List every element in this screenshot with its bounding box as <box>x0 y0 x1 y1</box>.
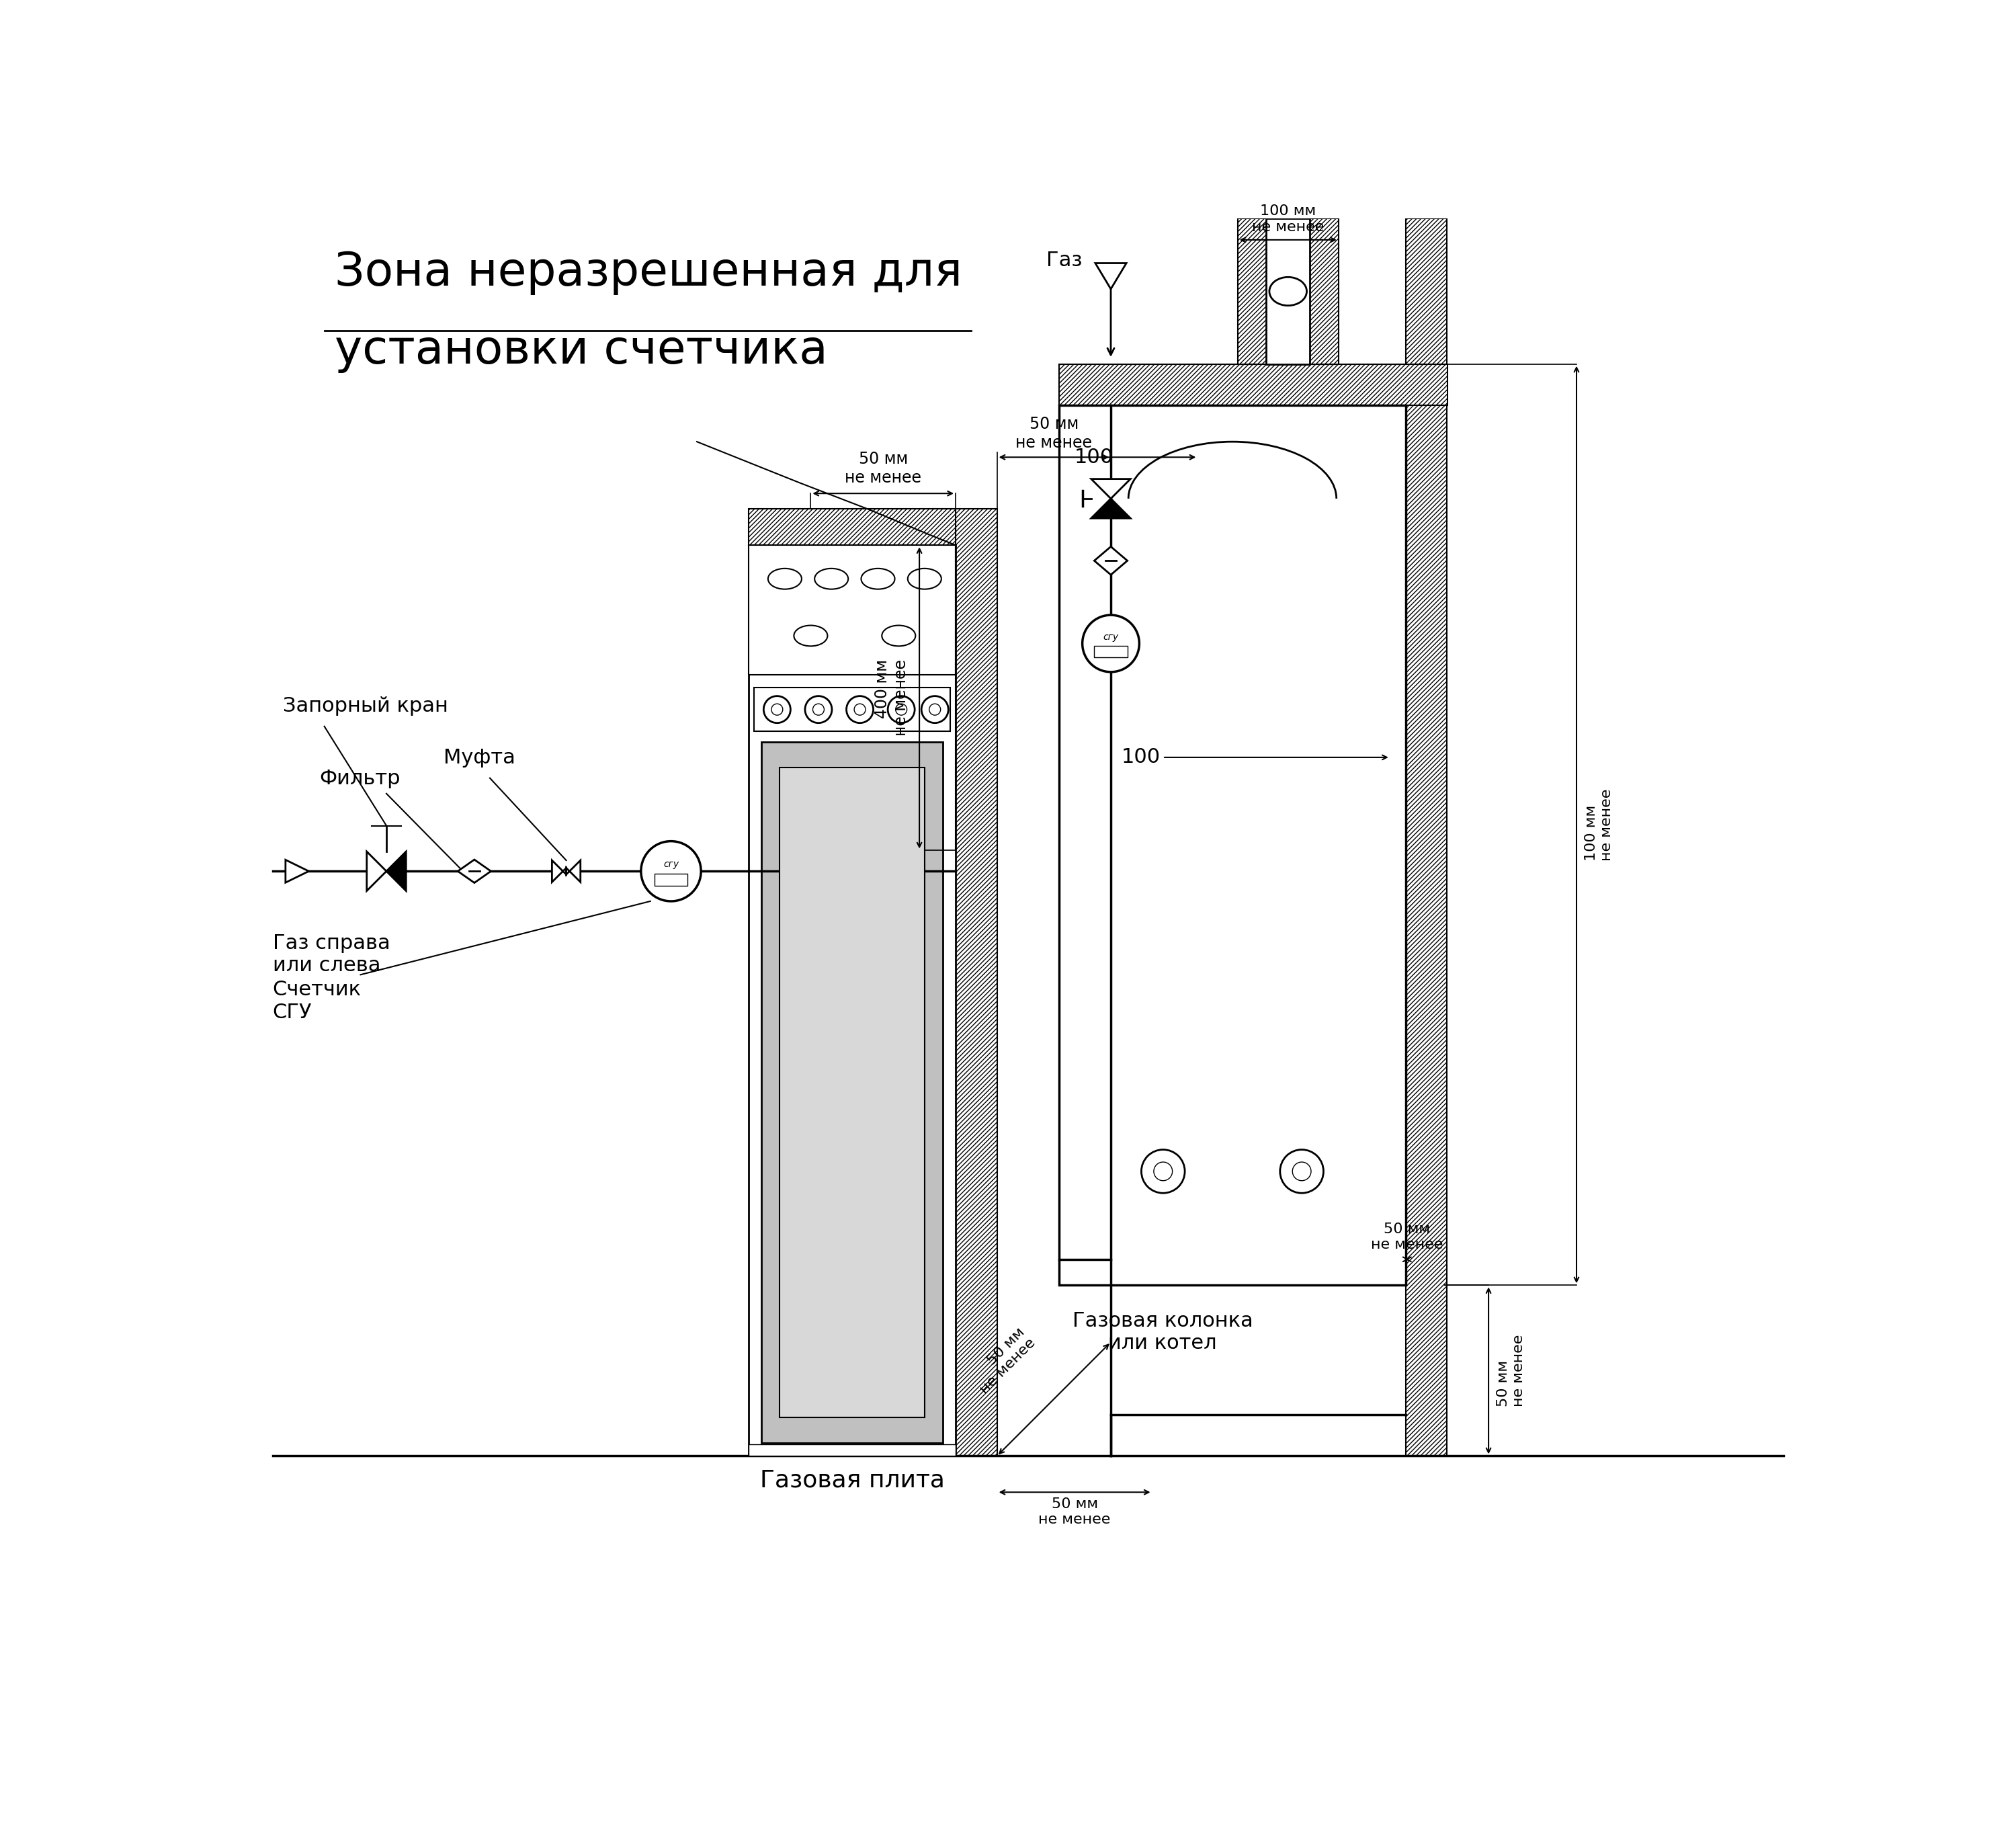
Polygon shape <box>552 860 566 882</box>
Bar <box>1095 647 1127 658</box>
Text: сгу: сгу <box>663 860 679 869</box>
Polygon shape <box>387 851 405 891</box>
Circle shape <box>1280 1150 1322 1193</box>
Bar <box>780 767 925 1418</box>
Bar <box>748 508 956 545</box>
Text: 50 мм
не менее: 50 мм не менее <box>1496 1334 1526 1407</box>
Text: 100: 100 <box>1075 448 1113 466</box>
Circle shape <box>812 703 825 716</box>
Circle shape <box>772 703 782 716</box>
Bar <box>1266 219 1310 364</box>
Ellipse shape <box>907 568 941 589</box>
Bar <box>1405 219 1447 1456</box>
Polygon shape <box>1095 547 1127 574</box>
Bar <box>748 508 956 545</box>
Bar <box>1238 219 1339 364</box>
Text: 50 мм
не менее: 50 мм не менее <box>1038 1498 1111 1527</box>
Polygon shape <box>458 860 492 884</box>
Text: Муфта: Муфта <box>444 749 516 767</box>
Circle shape <box>1083 616 1139 672</box>
Text: Фильтр: Фильтр <box>319 769 399 789</box>
Text: Газовая колонка
или котел: Газовая колонка или котел <box>1073 1312 1252 1354</box>
Circle shape <box>641 842 702 902</box>
Text: Счетчик
СГУ: Счетчик СГУ <box>272 980 361 1022</box>
Text: 400 мм
не менее: 400 мм не менее <box>875 660 909 736</box>
Bar <box>956 508 998 1456</box>
Ellipse shape <box>861 568 895 589</box>
Text: 50 мм
не менее: 50 мм не менее <box>845 450 921 486</box>
Circle shape <box>895 703 907 716</box>
Text: 50 мм
не менее: 50 мм не менее <box>1016 415 1093 452</box>
Circle shape <box>1141 1150 1185 1193</box>
Text: 50 мм
не менее: 50 мм не менее <box>1371 1223 1443 1252</box>
Circle shape <box>855 703 865 716</box>
Bar <box>1238 219 1339 364</box>
Text: сгу: сгу <box>1103 632 1119 641</box>
Bar <box>748 545 956 1456</box>
Circle shape <box>921 696 948 723</box>
Text: 100 мм
не менее: 100 мм не менее <box>1252 204 1325 233</box>
Ellipse shape <box>768 568 802 589</box>
Polygon shape <box>566 860 581 882</box>
Bar <box>1058 364 1447 406</box>
Polygon shape <box>286 860 308 882</box>
Text: Зона неразрешенная для: Зона неразрешенная для <box>335 250 962 295</box>
Ellipse shape <box>881 625 915 647</box>
Bar <box>1058 364 1447 406</box>
Circle shape <box>804 696 833 723</box>
Ellipse shape <box>794 625 827 647</box>
Bar <box>655 875 687 885</box>
Circle shape <box>1292 1162 1310 1181</box>
Circle shape <box>1153 1162 1173 1181</box>
Text: 100: 100 <box>1121 747 1161 767</box>
Ellipse shape <box>814 568 849 589</box>
Circle shape <box>764 696 790 723</box>
Circle shape <box>887 696 915 723</box>
Bar <box>748 545 956 674</box>
Bar <box>748 1445 956 1456</box>
Text: Газовая плита: Газовая плита <box>760 1469 943 1492</box>
Text: Газ: Газ <box>1046 251 1083 270</box>
Bar <box>754 687 950 731</box>
Text: Запорный кран: Запорный кран <box>282 696 448 716</box>
Text: Газ справа
или слева: Газ справа или слева <box>272 933 389 975</box>
Circle shape <box>929 703 941 716</box>
Bar <box>762 742 943 1443</box>
Polygon shape <box>1091 499 1131 517</box>
Circle shape <box>847 696 873 723</box>
Bar <box>1405 219 1447 1456</box>
Polygon shape <box>1095 262 1127 290</box>
Text: 50 мм
не менее: 50 мм не менее <box>968 1325 1038 1396</box>
Bar <box>1058 406 1405 1285</box>
Text: установки счетчика: установки счетчика <box>335 328 829 374</box>
Text: 100 мм
не менее: 100 мм не менее <box>1585 789 1613 860</box>
Ellipse shape <box>1270 277 1306 306</box>
Polygon shape <box>1091 479 1131 499</box>
Bar <box>956 508 998 1456</box>
Polygon shape <box>367 851 387 891</box>
